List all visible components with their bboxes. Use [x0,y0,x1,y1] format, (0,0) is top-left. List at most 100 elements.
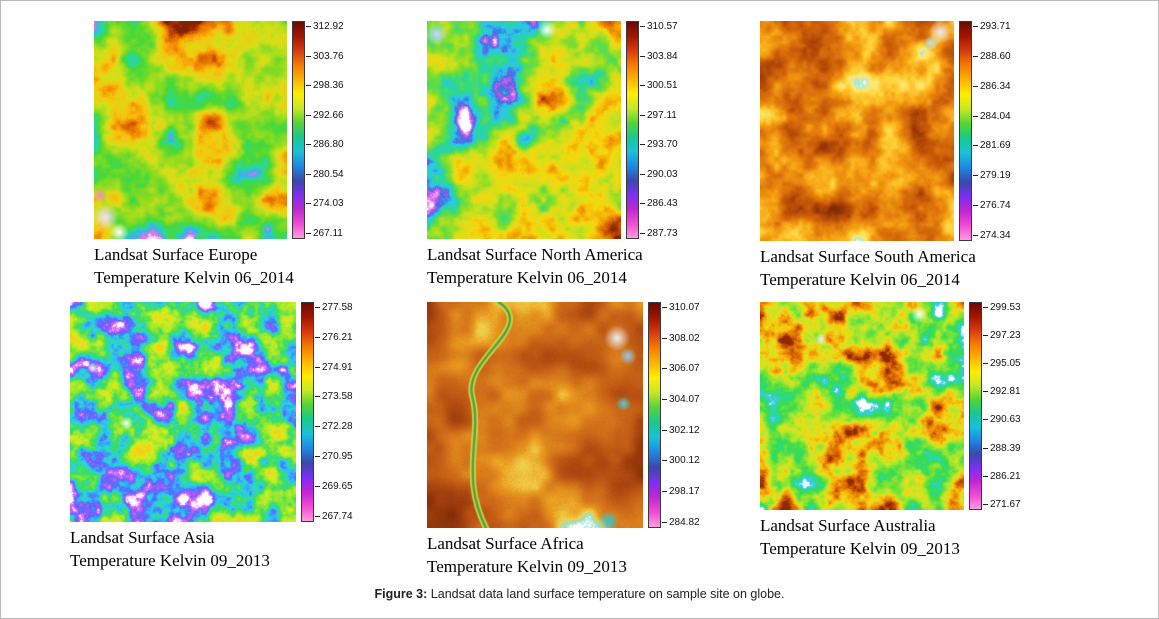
tick-mark [640,173,645,175]
tick-mark [315,366,320,368]
panel-title-line2: Temperature Kelvin 06_2014 [427,267,627,287]
tick-mark [973,145,978,147]
tick: 302.12 [662,425,700,436]
tick-mark [662,306,667,308]
tick-label: 302.12 [669,424,700,436]
panel-title-asia: Landsat Surface Asia Temperature Kelvin … [70,527,427,573]
tick-mark [306,85,311,87]
tick-label: 281.69 [980,140,1011,152]
figure-caption: Figure 3: Landsat data land surface temp… [1,587,1158,601]
panel-title-line2: Temperature Kelvin 09_2013 [427,556,627,576]
colorbar-africa [648,301,661,528]
tick-mark [306,55,311,57]
tick-label: 293.70 [647,139,678,151]
tick-label: 290.03 [647,168,678,180]
colorbar-labels-australia: 299.53 297.23 295.05 292.81 290.63 288.39 286.… [983,302,1021,510]
panel-title-line1: Landsat Surface Africa [427,533,584,553]
tick-label: 286.21 [990,470,1021,482]
tick-label: 267.11 [313,227,343,239]
temperature-map-africa [427,301,643,528]
tick-label: 272.28 [322,421,353,433]
panel-grid: 312.92 303.76 298.36 292.66 286.80 280.54 274.… [1,1,1158,579]
tick: 300.51 [640,80,678,91]
tick-mark [662,521,667,523]
temperature-map-australia [760,301,964,510]
panel-title-north-america: Landsat Surface North America Temperatur… [427,244,760,290]
panel-title-australia: Landsat Surface Australia Temperature Ke… [760,515,1093,561]
tick: 293.71 [973,21,1011,32]
tick: 274.34 [973,230,1011,241]
tick-label: 274.03 [313,198,344,210]
tick-label: 293.71 [980,21,1011,32]
tick: 284.82 [662,517,700,528]
tick-mark [983,447,988,449]
tick-mark [640,144,645,146]
temperature-map-south-america [760,21,954,241]
tick: 292.66 [306,110,344,121]
panel-south-america: 293.71 288.60 286.34 284.04 281.69 279.19 276.… [760,21,1093,292]
tick-label: 292.66 [313,109,344,121]
tick-mark [315,515,320,517]
tick-label: 274.91 [322,361,353,373]
tick-label: 297.11 [647,109,677,121]
tick: 276.74 [973,200,1011,211]
tick-label: 280.54 [313,168,344,180]
tick-label: 288.60 [980,50,1011,62]
tick-label: 270.95 [322,451,353,463]
tick-label: 306.07 [669,363,700,375]
tick-mark [973,205,978,207]
tick-label: 310.57 [647,21,678,32]
tick-label: 300.12 [669,455,700,467]
tick-mark [306,114,311,116]
tick-mark [640,85,645,87]
temperature-map-europe [94,21,287,239]
tick: 298.36 [306,80,344,91]
panel-north-america: 310.57 303.84 300.51 297.11 293.70 290.03 286.… [427,21,760,292]
tick-mark [973,55,978,57]
tick: 286.80 [306,139,344,150]
tick-label: 298.17 [669,486,700,498]
tick: 292.81 [983,386,1021,397]
tick-mark [973,234,978,236]
map-row: 310.07 308.02 306.07 304.07 302.12 300.12 298.… [427,301,760,528]
tick: 295.05 [983,358,1021,369]
tick: 312.92 [306,21,344,32]
panel-title-line1: Landsat Surface Asia [70,527,215,547]
figure-caption-text: Landsat data land surface temperature on… [427,586,785,601]
map-row: 277.58 276.21 274.91 273.58 272.28 270.95 269.… [70,301,427,522]
tick-mark [662,368,667,370]
tick-mark [306,144,311,146]
tick-mark [662,337,667,339]
tick-mark [973,85,978,87]
tick: 297.11 [640,110,678,121]
tick-label: 286.43 [647,198,678,210]
tick-label: 292.81 [990,386,1021,398]
panel-australia: 299.53 297.23 295.05 292.81 290.63 288.39 286.… [760,301,1093,579]
tick: 310.07 [662,302,700,313]
colorbar-asia [301,301,314,522]
tick-mark [640,114,645,116]
tick-label: 271.67 [990,498,1021,510]
tick-mark [315,485,320,487]
colorbar-labels-europe: 312.92 303.76 298.36 292.66 286.80 280.54 274.… [306,21,344,239]
colorbar-wrap: 277.58 276.21 274.91 273.58 272.28 270.95 269.… [301,301,353,522]
tick-mark [662,460,667,462]
tick-mark [983,391,988,393]
tick-label: 300.51 [647,80,678,92]
panel-europe: 312.92 303.76 298.36 292.66 286.80 280.54 274.… [94,21,427,292]
tick-label: 286.34 [980,80,1011,92]
tick-label: 303.84 [647,50,678,62]
tick: 290.03 [640,169,678,180]
tick: 308.02 [662,333,700,344]
tick-label: 276.21 [322,331,353,343]
panel-asia: 277.58 276.21 274.91 273.58 272.28 270.95 269.… [70,301,427,579]
tick-mark [662,398,667,400]
colorbar-labels-south-america: 293.71 288.60 286.34 284.04 281.69 279.19 276.… [973,21,1011,241]
figure-caption-label: Figure 3: [374,586,428,601]
colorbar-wrap: 310.07 308.02 306.07 304.07 302.12 300.12 298.… [648,301,700,528]
tick: 267.11 [306,228,344,239]
tick-label: 279.19 [980,170,1011,182]
tick-label: 287.73 [647,227,678,239]
tick: 271.67 [983,499,1021,510]
